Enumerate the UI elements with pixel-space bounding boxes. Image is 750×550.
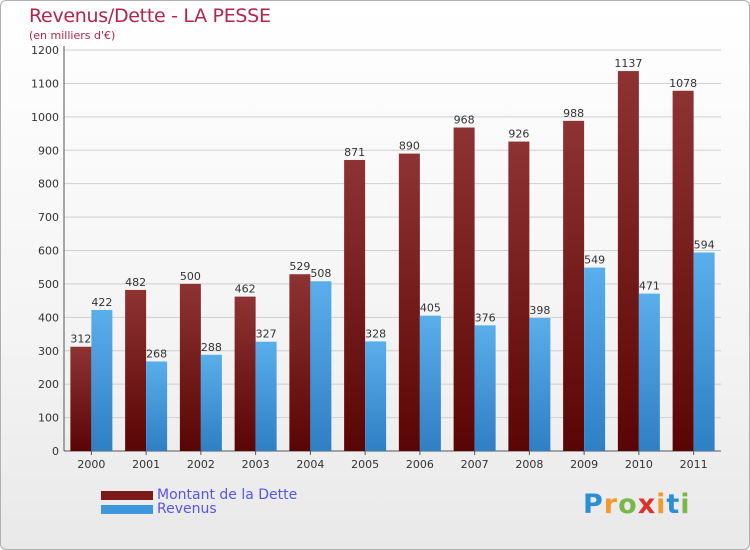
bar-dette: [289, 274, 311, 451]
bar-revenus: [474, 325, 496, 451]
logo-letter: P: [583, 489, 604, 520]
bar-dette: [234, 296, 256, 451]
x-tick-label: 2011: [680, 458, 708, 471]
bar-dette: [70, 346, 92, 451]
legend-item-dette: Montant de la Dette: [101, 487, 297, 503]
bar-revenus: [693, 252, 715, 451]
data-label-revenus: 268: [146, 347, 167, 360]
y-tick-label: 300: [38, 345, 59, 358]
legend-label-dette: Montant de la Dette: [157, 487, 298, 503]
y-tick-label: 600: [38, 245, 59, 258]
data-label-dette: 312: [70, 333, 91, 346]
bar-dette: [453, 127, 475, 451]
data-label-dette: 1137: [614, 57, 642, 70]
data-label-revenus: 398: [529, 304, 550, 317]
data-label-revenus: 376: [475, 311, 496, 324]
data-label-revenus: 288: [201, 341, 222, 354]
data-label-dette: 1078: [669, 77, 697, 90]
data-label-dette: 926: [508, 128, 529, 141]
y-tick-label: 1000: [31, 111, 59, 124]
bar-dette: [508, 141, 530, 452]
data-label-dette: 988: [563, 107, 584, 120]
data-label-revenus: 594: [694, 239, 715, 252]
data-label-revenus: 422: [91, 296, 112, 309]
y-tick-label: 1100: [31, 77, 59, 90]
data-label-revenus: 328: [365, 327, 386, 340]
y-tick-label: 200: [38, 378, 59, 391]
x-tick-label: 2000: [77, 458, 105, 471]
data-label-dette: 968: [454, 114, 475, 127]
x-tick-label: 2009: [570, 458, 598, 471]
chart-title: Revenus/Dette - LA PESSE: [29, 5, 271, 27]
data-label-revenus: 549: [584, 254, 605, 267]
bar-revenus: [365, 341, 387, 451]
x-tick-label: 2004: [296, 458, 324, 471]
logo-letter: i: [656, 489, 667, 520]
x-tick-label: 2010: [625, 458, 653, 471]
x-tick-label: 2006: [406, 458, 434, 471]
bar-dette: [563, 120, 585, 452]
data-label-dette: 871: [344, 146, 365, 159]
data-label-revenus: 471: [639, 280, 660, 293]
data-label-revenus: 327: [256, 328, 277, 341]
y-tick-label: 900: [38, 144, 59, 157]
y-tick-label: 1200: [31, 44, 59, 57]
data-label-revenus: 508: [310, 267, 331, 280]
logo-letter: r: [603, 489, 619, 520]
bar-revenus: [310, 281, 332, 451]
data-label-revenus: 405: [420, 302, 441, 315]
data-label-dette: 500: [180, 270, 201, 283]
proxiti-logo: Proxiti: [583, 489, 691, 520]
data-label-dette: 462: [235, 283, 256, 296]
bar-revenus: [419, 315, 441, 451]
x-tick-label: 2003: [242, 458, 270, 471]
bar-revenus: [255, 341, 277, 451]
bar-revenus: [91, 309, 113, 451]
bar-dette: [179, 283, 201, 451]
y-tick-label: 500: [38, 278, 59, 291]
logo-letter: x: [637, 489, 657, 520]
bar-dette: [617, 71, 639, 452]
x-tick-label: 2005: [351, 458, 379, 471]
bar-revenus: [146, 361, 168, 451]
data-label-dette: 890: [399, 140, 420, 153]
x-tick-label: 2007: [461, 458, 489, 471]
legend-label-revenus: Revenus: [157, 501, 217, 517]
bar-revenus: [584, 267, 606, 451]
y-tick-label: 100: [38, 412, 59, 425]
legend-swatch-dette: [101, 490, 153, 500]
y-tick-label: 0: [52, 445, 59, 458]
bar-revenus: [529, 318, 551, 451]
bar-dette: [672, 90, 694, 451]
bar-revenus: [200, 354, 222, 451]
y-tick-label: 400: [38, 311, 59, 324]
data-label-dette: 529: [289, 260, 310, 273]
legend-item-revenus: Revenus: [101, 501, 217, 517]
y-tick-label: 800: [38, 178, 59, 191]
bar-dette: [125, 289, 147, 451]
legend-swatch-revenus: [101, 504, 153, 514]
logo-letter: t: [666, 489, 681, 520]
data-label-dette: 482: [125, 276, 146, 289]
x-tick-label: 2008: [515, 458, 543, 471]
bar-dette: [344, 159, 366, 451]
logo-letter: o: [618, 489, 638, 520]
x-tick-label: 2001: [132, 458, 160, 471]
x-tick-label: 2002: [187, 458, 215, 471]
bar-dette: [398, 153, 420, 451]
chart-subtitle: (en milliers d'€): [29, 29, 116, 42]
bar-revenus: [638, 293, 660, 451]
logo-letter: i: [680, 489, 691, 520]
y-tick-label: 700: [38, 211, 59, 224]
